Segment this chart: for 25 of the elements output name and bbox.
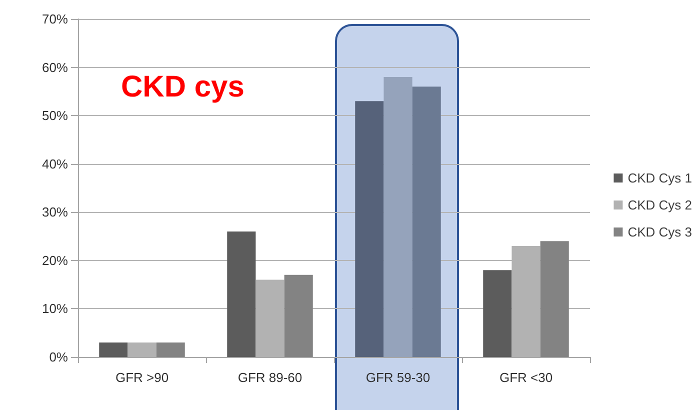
y-tick-label: 20% [42,252,68,268]
y-tick-label: 10% [42,301,68,316]
y-tick-label: 70% [42,12,68,26]
x-tick-label: GFR >90 [115,370,169,385]
bar [227,231,256,357]
y-tick-label: 0% [49,350,68,364]
x-tick-label: GFR 59-30 [366,370,430,385]
bar [540,241,569,357]
bar [412,86,441,357]
legend-label: CKD Cys 1 [628,170,692,186]
y-tick-label: 60% [42,60,68,75]
y-tick-label: 30% [42,204,68,220]
bar [355,101,384,357]
y-tick-label: 40% [42,156,68,172]
x-tick-label: GFR <30 [499,370,553,385]
legend-label: CKD Cys 3 [628,224,692,240]
x-tick-label: GFR 89-60 [238,370,302,385]
bar [483,270,512,357]
bar [156,342,185,357]
bar [384,76,412,357]
y-tick-label: 50% [42,108,68,124]
legend-label: CKD Cys 2 [628,198,692,212]
bar [99,342,128,357]
annotation: CKD cys [121,70,244,104]
bar [284,274,313,357]
